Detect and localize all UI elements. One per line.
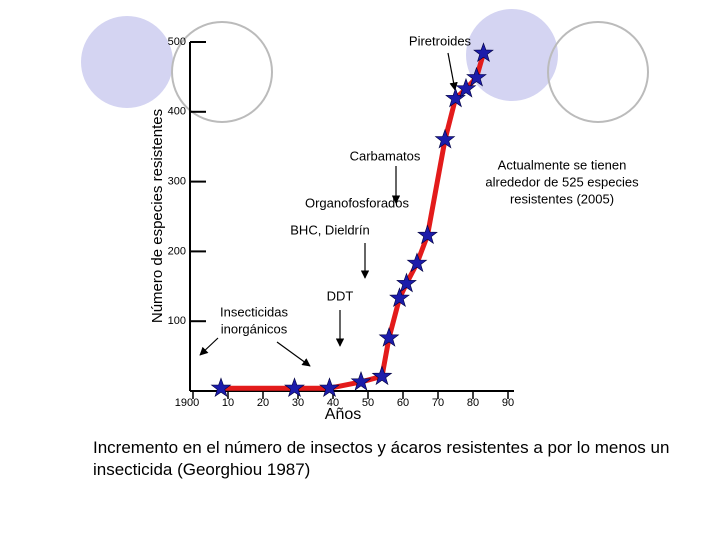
annotation: inorgánicos	[221, 321, 288, 336]
y-axis-label: Número de especies resistentes	[149, 109, 166, 323]
annotation: BHC, Dieldrín	[290, 222, 369, 237]
star-marker	[455, 77, 477, 98]
y-tick-label: 100	[168, 315, 186, 327]
annotation: Actualmente se tienen	[498, 157, 627, 172]
annotation: Piretroides	[409, 33, 472, 48]
arrows	[199, 52, 458, 367]
x-tick-label: 60	[397, 397, 409, 409]
annotation: Organofosforados	[305, 195, 410, 210]
star-marker	[284, 377, 305, 398]
star-marker	[417, 224, 438, 245]
annotation: Insecticidas	[220, 304, 288, 319]
x-tick-label: 30	[292, 397, 304, 409]
x-tick-label: 80	[467, 397, 479, 409]
star-marker	[350, 370, 372, 391]
decoration	[81, 9, 649, 123]
annotation: alrededor de 525 especies	[485, 174, 639, 189]
star-marker	[319, 377, 340, 398]
x-tick-label: 50	[362, 397, 374, 409]
y-tick-label: 500	[168, 36, 186, 48]
x-tick-label: 1900	[175, 397, 199, 409]
star-marker	[389, 287, 410, 308]
annotation: resistentes (2005)	[510, 191, 614, 206]
star-marker	[378, 327, 400, 347]
star-marker	[473, 42, 494, 63]
star-marker	[371, 365, 393, 386]
star-marker	[406, 252, 428, 273]
y-tick-label: 300	[168, 176, 186, 188]
y-tick-label: 200	[168, 245, 186, 257]
caption: Incremento en el número de insectos y ác…	[93, 438, 670, 479]
star-marker	[396, 272, 417, 293]
star-marker	[210, 377, 232, 398]
x-tick-label: 10	[222, 397, 234, 409]
x-axis-label: Años	[325, 406, 361, 423]
annotation: Carbamatos	[350, 148, 421, 163]
y-tick-label: 400	[168, 106, 186, 118]
annotation: DDT	[327, 288, 354, 303]
star-marker	[434, 128, 456, 149]
star-marker	[466, 66, 487, 87]
x-tick-label: 70	[432, 397, 444, 409]
x-tick-label: 40	[327, 397, 339, 409]
x-tick-label: 20	[257, 397, 269, 409]
x-tick-label: 90	[502, 397, 514, 409]
